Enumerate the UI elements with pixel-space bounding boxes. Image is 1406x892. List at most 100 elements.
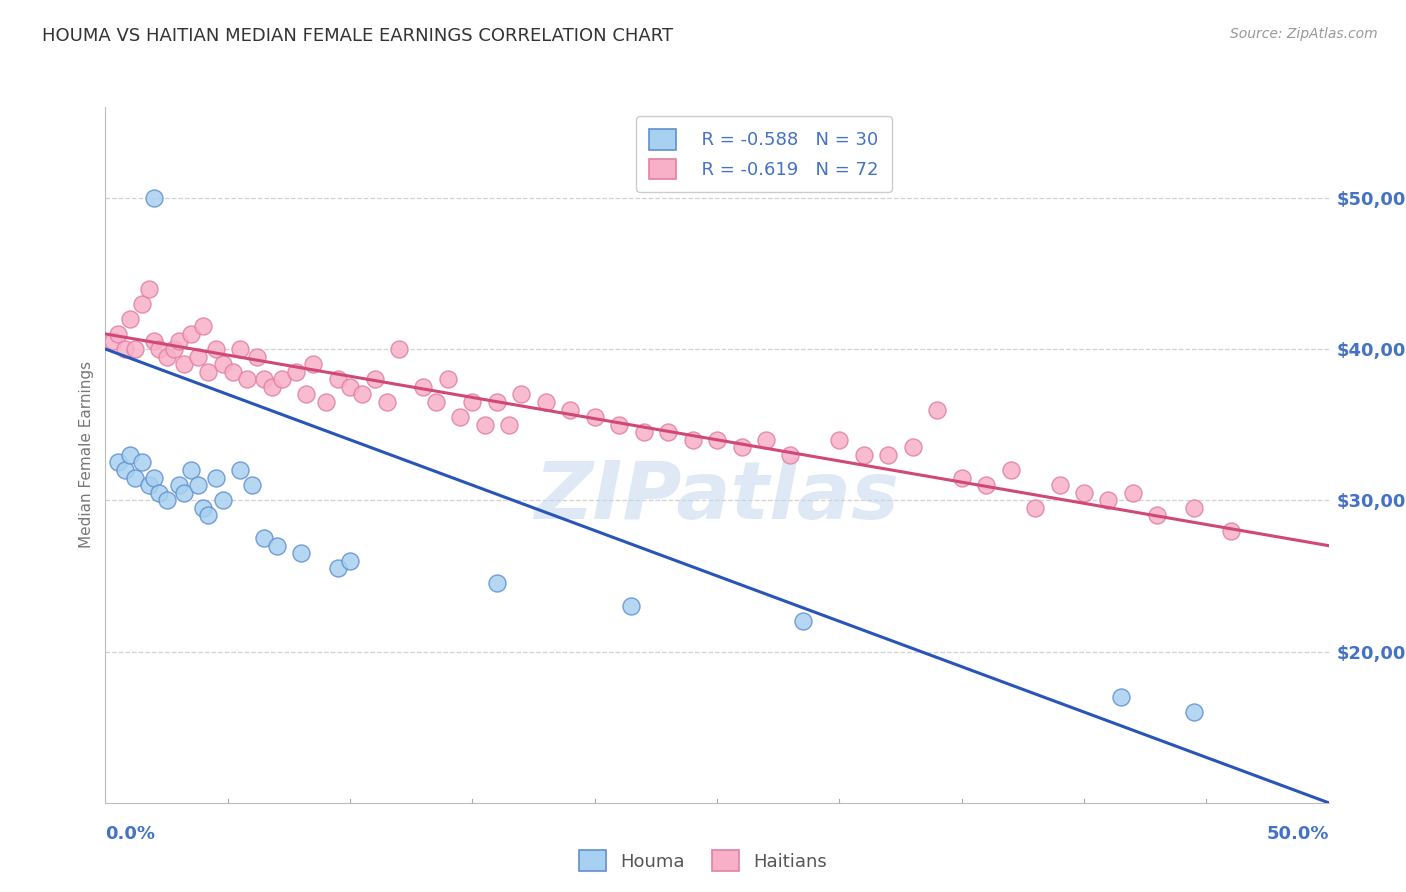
Point (657, 425, 679, 440)
Point (583, 410, 606, 425)
Point (197, 508, 219, 523)
Point (375, 395, 398, 409)
Point (1000, 463, 1022, 477)
Point (193, 319, 215, 334)
Point (107, 326, 129, 341)
Point (118, 448, 141, 462)
Text: Source: ZipAtlas.com: Source: ZipAtlas.com (1230, 27, 1378, 41)
Point (510, 387, 533, 401)
Point (167, 334, 190, 349)
Point (290, 546, 312, 560)
Point (927, 402, 949, 417)
Point (101, 334, 124, 349)
Point (167, 478, 190, 492)
Point (266, 539, 288, 553)
Point (1122, 485, 1144, 500)
Point (295, 387, 318, 401)
Point (148, 342, 170, 356)
Point (229, 342, 252, 356)
Point (1024, 500, 1046, 515)
Point (156, 493, 179, 508)
Point (204, 470, 226, 484)
Point (730, 441, 752, 455)
Point (620, 599, 643, 614)
Point (204, 342, 226, 356)
Point (1182, 705, 1205, 719)
Point (534, 395, 557, 409)
Point (246, 350, 269, 364)
Point (755, 433, 778, 447)
Point (107, 455, 129, 469)
Point (560, 402, 582, 417)
Y-axis label: Median Female Earnings: Median Female Earnings (79, 361, 94, 549)
Point (131, 296, 153, 310)
Point (607, 417, 630, 432)
Point (180, 463, 202, 477)
Point (437, 372, 460, 386)
Point (498, 417, 520, 432)
Point (352, 387, 374, 401)
Point (138, 281, 160, 295)
Point (485, 395, 508, 409)
Point (124, 470, 146, 484)
Point (124, 342, 146, 356)
Text: 50.0%: 50.0% (1267, 825, 1329, 843)
Legend:   R = -0.588   N = 30,   R = -0.619   N = 72: R = -0.588 N = 30, R = -0.619 N = 72 (636, 116, 891, 192)
Point (315, 395, 337, 409)
Point (779, 448, 801, 462)
Point (1097, 493, 1119, 508)
Point (974, 478, 997, 492)
Point (1219, 524, 1241, 538)
Point (682, 433, 704, 447)
Point (118, 311, 141, 326)
Point (253, 531, 276, 545)
Point (339, 554, 361, 568)
Text: 0.0%: 0.0% (105, 825, 156, 843)
Point (339, 380, 361, 394)
Point (633, 425, 655, 440)
Point (950, 470, 973, 484)
Point (1073, 485, 1095, 500)
Point (1049, 478, 1071, 492)
Point (1146, 508, 1168, 523)
Point (253, 372, 276, 386)
Point (221, 365, 243, 379)
Point (156, 350, 179, 364)
Point (187, 478, 209, 492)
Point (143, 470, 166, 484)
Point (412, 380, 434, 394)
Text: HOUMA VS HAITIAN MEDIAN FEMALE EARNINGS CORRELATION CHART: HOUMA VS HAITIAN MEDIAN FEMALE EARNINGS … (42, 27, 673, 45)
Point (326, 561, 349, 575)
Point (143, 334, 166, 349)
Point (236, 372, 259, 386)
Point (212, 493, 235, 508)
Point (1182, 500, 1205, 515)
Point (901, 441, 924, 455)
Point (240, 478, 263, 492)
Point (193, 500, 215, 515)
Point (461, 395, 484, 409)
Point (173, 357, 195, 371)
Point (285, 365, 308, 379)
Text: ZIPatlas: ZIPatlas (534, 458, 900, 536)
Point (260, 380, 283, 394)
Legend: Houma, Haitians: Houma, Haitians (572, 843, 834, 879)
Point (828, 433, 851, 447)
Point (474, 417, 496, 432)
Point (148, 485, 170, 500)
Point (270, 372, 292, 386)
Point (173, 485, 195, 500)
Point (877, 448, 900, 462)
Point (212, 357, 235, 371)
Point (131, 455, 153, 469)
Point (302, 357, 325, 371)
Point (1109, 690, 1132, 704)
Point (388, 342, 411, 356)
Point (485, 576, 508, 591)
Point (229, 463, 252, 477)
Point (706, 433, 728, 447)
Point (197, 365, 219, 379)
Point (114, 342, 136, 356)
Point (180, 326, 202, 341)
Point (187, 350, 209, 364)
